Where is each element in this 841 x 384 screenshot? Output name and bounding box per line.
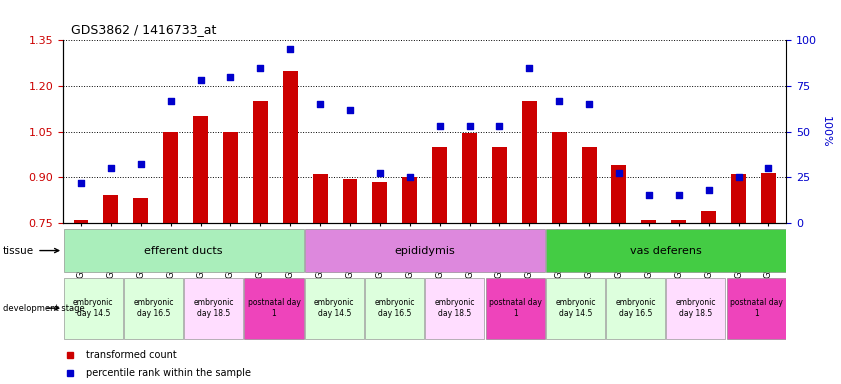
Point bbox=[373, 170, 387, 177]
Bar bbox=[521, 101, 537, 384]
Bar bbox=[492, 147, 507, 384]
Bar bbox=[373, 182, 388, 384]
Text: epididymis: epididymis bbox=[394, 245, 455, 256]
Bar bbox=[245, 278, 304, 339]
Bar bbox=[727, 278, 785, 339]
Point bbox=[74, 180, 87, 186]
Bar bbox=[761, 172, 776, 384]
Bar bbox=[402, 177, 417, 384]
Point bbox=[104, 165, 118, 171]
Bar bbox=[73, 220, 88, 384]
Bar bbox=[64, 229, 304, 272]
Bar bbox=[342, 179, 357, 384]
Point bbox=[134, 161, 147, 167]
Text: embryonic
day 14.5: embryonic day 14.5 bbox=[73, 298, 114, 318]
Point bbox=[522, 65, 536, 71]
Text: embryonic
day 18.5: embryonic day 18.5 bbox=[675, 298, 717, 318]
Bar bbox=[64, 278, 123, 339]
Point bbox=[762, 165, 775, 171]
Bar bbox=[606, 278, 665, 339]
Bar bbox=[546, 278, 605, 339]
Point bbox=[553, 98, 566, 104]
Point bbox=[193, 78, 207, 84]
Point bbox=[493, 123, 506, 129]
Text: efferent ducts: efferent ducts bbox=[145, 245, 223, 256]
Y-axis label: 100%: 100% bbox=[821, 116, 831, 147]
Text: embryonic
day 16.5: embryonic day 16.5 bbox=[133, 298, 174, 318]
Point bbox=[433, 123, 447, 129]
Point bbox=[463, 123, 476, 129]
Point bbox=[314, 101, 327, 107]
Bar bbox=[642, 220, 656, 384]
Text: embryonic
day 14.5: embryonic day 14.5 bbox=[555, 298, 595, 318]
Text: embryonic
day 18.5: embryonic day 18.5 bbox=[435, 298, 475, 318]
Bar bbox=[304, 229, 545, 272]
Bar bbox=[163, 131, 178, 384]
Bar bbox=[253, 101, 267, 384]
Point bbox=[732, 174, 745, 180]
Bar bbox=[223, 131, 238, 384]
Bar bbox=[124, 278, 183, 339]
Bar bbox=[485, 278, 545, 339]
Text: GDS3862 / 1416733_at: GDS3862 / 1416733_at bbox=[71, 23, 217, 36]
Bar bbox=[365, 278, 424, 339]
Text: postnatal day
1: postnatal day 1 bbox=[247, 298, 300, 318]
Bar bbox=[552, 131, 567, 384]
Text: embryonic
day 18.5: embryonic day 18.5 bbox=[193, 298, 234, 318]
Point bbox=[672, 192, 685, 199]
Bar bbox=[671, 220, 686, 384]
Text: transformed count: transformed count bbox=[87, 350, 177, 360]
Bar bbox=[313, 174, 328, 384]
Text: development stage: development stage bbox=[3, 304, 85, 313]
Point bbox=[582, 101, 595, 107]
Text: embryonic
day 16.5: embryonic day 16.5 bbox=[616, 298, 656, 318]
Bar bbox=[666, 278, 726, 339]
Bar bbox=[701, 210, 716, 384]
Bar bbox=[611, 165, 627, 384]
Point bbox=[283, 46, 297, 53]
Text: embryonic
day 16.5: embryonic day 16.5 bbox=[374, 298, 415, 318]
Bar bbox=[304, 278, 364, 339]
Point bbox=[164, 98, 177, 104]
Bar bbox=[426, 278, 484, 339]
Bar bbox=[134, 199, 148, 384]
Text: percentile rank within the sample: percentile rank within the sample bbox=[87, 368, 251, 378]
Bar bbox=[546, 229, 785, 272]
Point bbox=[643, 192, 656, 199]
Point bbox=[343, 107, 357, 113]
Point bbox=[702, 187, 716, 193]
Point bbox=[224, 74, 237, 80]
Text: postnatal day
1: postnatal day 1 bbox=[730, 298, 783, 318]
Bar bbox=[582, 147, 596, 384]
Text: vas deferens: vas deferens bbox=[630, 245, 701, 256]
Text: postnatal day
1: postnatal day 1 bbox=[489, 298, 542, 318]
Bar bbox=[462, 133, 477, 384]
Bar bbox=[283, 71, 298, 384]
Point bbox=[254, 65, 267, 71]
Bar bbox=[731, 174, 746, 384]
Bar bbox=[184, 278, 243, 339]
Point bbox=[612, 170, 626, 177]
Text: embryonic
day 14.5: embryonic day 14.5 bbox=[314, 298, 355, 318]
Bar bbox=[193, 116, 208, 384]
Text: tissue: tissue bbox=[3, 245, 59, 256]
Point bbox=[403, 174, 416, 180]
Bar bbox=[432, 147, 447, 384]
Bar bbox=[103, 195, 119, 384]
